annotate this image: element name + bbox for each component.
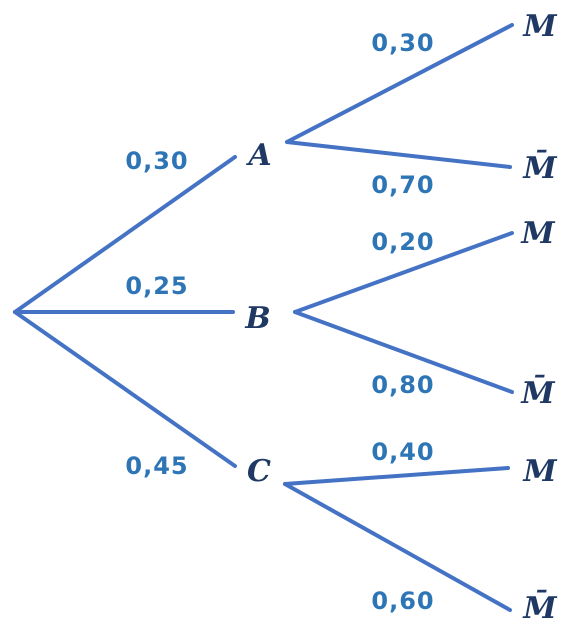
edge-label: 0,40	[371, 438, 434, 466]
branch	[285, 23, 514, 144]
node-label: C	[247, 454, 271, 489]
branch	[283, 482, 512, 612]
edge-label: 0,30	[125, 147, 188, 175]
branch	[285, 140, 512, 169]
node-label: M̄	[522, 150, 557, 186]
edge-label: 0,70	[371, 171, 434, 199]
branch	[293, 310, 514, 394]
branch	[13, 310, 237, 468]
node-label: M̄	[520, 375, 555, 411]
edge-label: 0,30	[371, 29, 434, 57]
edge-label: 0,25	[125, 272, 188, 300]
node-label: M	[522, 454, 557, 489]
edge-label: 0,20	[371, 228, 434, 256]
edge-label: 0,80	[371, 371, 434, 399]
node-label: B	[244, 301, 270, 336]
node-label: M	[522, 9, 557, 44]
node-label: A	[245, 138, 271, 173]
edge-label: 0,60	[371, 587, 434, 615]
node-label: M̄	[522, 590, 557, 626]
branch	[283, 466, 510, 486]
node-label: M	[520, 216, 555, 251]
edge-label: 0,45	[125, 452, 188, 480]
branch	[13, 155, 237, 314]
branch	[293, 231, 514, 314]
